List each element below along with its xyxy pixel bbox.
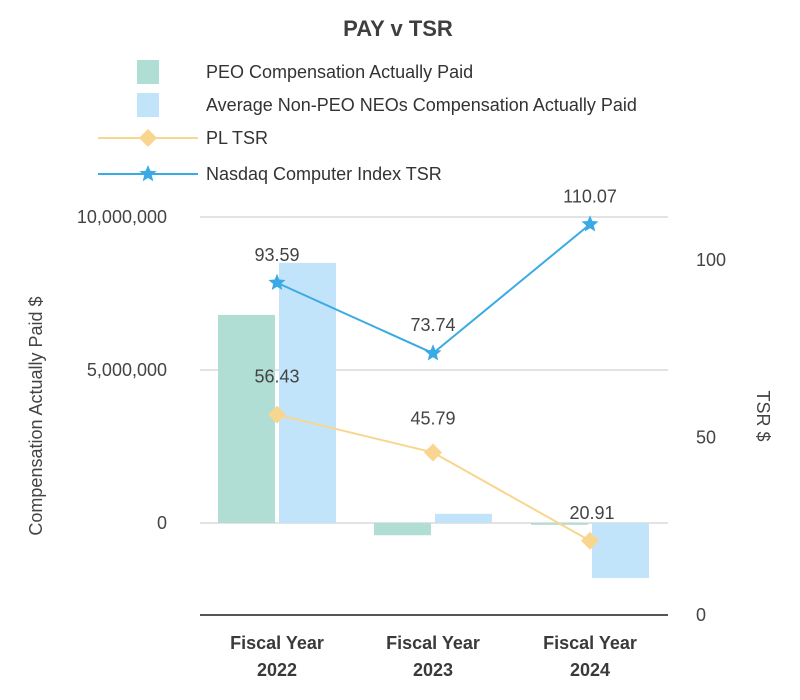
legend-label-1: Average Non-PEO NEOs Compensation Actual… bbox=[206, 95, 637, 115]
legend-marker-3 bbox=[139, 165, 157, 182]
data-label-pl-tsr-2: 20.91 bbox=[569, 503, 614, 523]
legend-label-2: PL TSR bbox=[206, 128, 268, 148]
y2-axis-ticks: 0 50 100 bbox=[696, 250, 726, 625]
bar-peo-0 bbox=[218, 314, 275, 523]
data-label-nasdaq-tsr-0: 93.59 bbox=[254, 245, 299, 265]
line-series-group: 56.43 45.79 20.91 93.59 73.74 110.07 bbox=[254, 186, 617, 550]
y-tick-label: 0 bbox=[157, 513, 167, 533]
category-label-1: Fiscal Year bbox=[386, 633, 480, 653]
bar-non-peo-2 bbox=[592, 523, 649, 579]
data-label-pl-tsr-0: 56.43 bbox=[254, 367, 299, 387]
y2-tick-label: 50 bbox=[696, 428, 716, 448]
legend: PEO Compensation Actually Paid Average No… bbox=[98, 60, 637, 184]
y-tick-label: 10,000,000 bbox=[77, 207, 167, 227]
marker-nasdaq-tsr-0 bbox=[268, 273, 286, 291]
y-axis-label: Compensation Actually Paid $ bbox=[26, 296, 46, 535]
marker-nasdaq-tsr-1 bbox=[424, 344, 442, 361]
legend-swatch-0 bbox=[137, 60, 159, 84]
y2-axis-label: TSR $ bbox=[753, 390, 773, 441]
data-label-pl-tsr-1: 45.79 bbox=[410, 408, 455, 428]
category-label-0: Fiscal Year bbox=[230, 633, 324, 653]
data-label-nasdaq-tsr-2: 110.07 bbox=[563, 186, 617, 206]
bar-non-peo-1 bbox=[435, 513, 492, 523]
category-label-2: Fiscal Year bbox=[543, 633, 637, 653]
bar-non-peo-0 bbox=[279, 262, 336, 523]
legend-label-3: Nasdaq Computer Index TSR bbox=[206, 164, 442, 184]
marker-nasdaq-tsr-2 bbox=[581, 215, 599, 232]
y-tick-label: 5,000,000 bbox=[87, 360, 167, 380]
x-axis-categories: Fiscal Year 2022 Fiscal Year 2023 Fiscal Yea… bbox=[230, 633, 637, 680]
category-label-0: 2022 bbox=[257, 660, 297, 680]
category-label-2: 2024 bbox=[570, 660, 610, 680]
bar-series-group bbox=[218, 262, 649, 579]
y2-tick-label: 100 bbox=[696, 250, 726, 270]
legend-label-0: PEO Compensation Actually Paid bbox=[206, 62, 473, 82]
chart-title: PAY v TSR bbox=[343, 16, 453, 41]
legend-swatch-1 bbox=[137, 93, 159, 117]
bar-peo-1 bbox=[374, 523, 431, 536]
data-label-nasdaq-tsr-1: 73.74 bbox=[410, 315, 455, 335]
marker-pl-tsr-1 bbox=[424, 443, 442, 462]
marker-pl-tsr-2 bbox=[581, 531, 599, 550]
marker-pl-tsr-0 bbox=[268, 405, 286, 424]
y2-tick-label: 0 bbox=[696, 605, 706, 625]
legend-marker-2 bbox=[139, 129, 157, 147]
y-axis-ticks: 0 5,000,000 10,000,000 bbox=[77, 207, 167, 533]
category-label-1: 2023 bbox=[413, 660, 453, 680]
